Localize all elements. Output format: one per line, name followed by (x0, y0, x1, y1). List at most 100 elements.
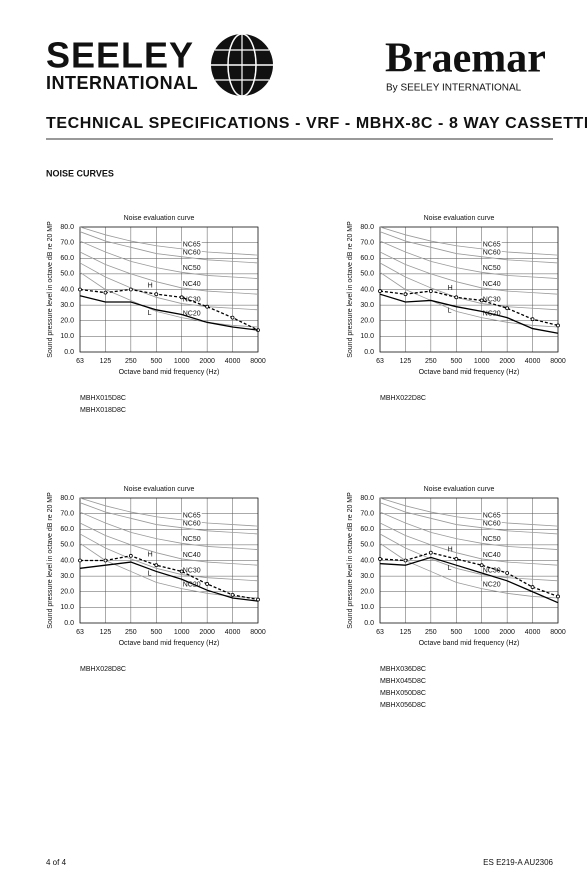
nc-label: NC40 (483, 552, 501, 559)
x-tick-label: 4000 (525, 629, 541, 636)
series-label: L (448, 307, 452, 314)
nc-label: NC50 (483, 536, 501, 543)
footer-page: 4 of 4 (46, 858, 67, 867)
x-tick-label: 63 (76, 629, 84, 636)
point (479, 298, 484, 303)
nc-label: NC65 (183, 513, 201, 520)
point (556, 594, 560, 599)
x-tick-label: 250 (425, 629, 437, 636)
y-tick-label: 30.0 (360, 573, 374, 580)
x-tick-label: 1000 (174, 629, 190, 636)
logo-seeley: SEELEY (46, 35, 194, 76)
point (179, 569, 184, 574)
nc-curve (79, 271, 259, 328)
nc-label-bg (181, 296, 202, 304)
nc-label: NC50 (183, 265, 201, 272)
point (428, 550, 433, 555)
nc-curve (379, 262, 559, 311)
nc-curve (379, 271, 559, 328)
model-name: MBHX050D8C (380, 690, 426, 697)
nc-label-bg (481, 520, 502, 528)
y-tick-label: 10.0 (360, 333, 374, 340)
series-label: H (148, 283, 153, 290)
series-label: L (148, 571, 152, 578)
nc-label: NC50 (483, 265, 501, 272)
brand-by: By SEELEY INTERNATIONAL (386, 83, 522, 94)
nc-label-bg (481, 535, 502, 543)
nc-label: NC65 (183, 242, 201, 249)
nc-label-bg (481, 264, 502, 272)
point (505, 571, 510, 575)
nc-label-bg (181, 551, 202, 559)
nc-label-bg (181, 520, 202, 528)
x-tick-label: 1000 (474, 629, 490, 636)
x-tick-label: 63 (76, 358, 84, 365)
noise-curve (80, 555, 259, 601)
x-tick-label: 63 (376, 629, 384, 636)
model-name: MBHX045D8C (380, 678, 426, 685)
x-tick-label: 500 (450, 629, 462, 636)
series-label: L (148, 310, 152, 317)
chart: Noise evaluation curve 0.0 10.0 20.0 30.0 40.… (347, 215, 566, 402)
y-tick-label: 30.0 (60, 573, 74, 580)
nc-curve (79, 262, 259, 311)
x-tick-label: 500 (150, 358, 162, 365)
x-tick-label: 1000 (474, 358, 490, 365)
globe-icon (211, 33, 273, 97)
point (505, 306, 510, 311)
nc-label-bg (481, 512, 502, 520)
y-tick-label: 30.0 (360, 302, 374, 309)
nc-label: NC60 (183, 521, 201, 528)
noise-curve (79, 288, 259, 331)
x-tick-label: 2000 (499, 629, 515, 636)
nc-label: NC40 (483, 281, 501, 288)
y-tick-label: 80.0 (60, 224, 74, 231)
nc-curve (379, 502, 559, 535)
model-name: MBHX056D8C (380, 702, 426, 709)
y-tick-label: 10.0 (60, 604, 74, 611)
charts: Noise evaluation curve 0.0 10.0 20.0 30.0 40.… (47, 215, 566, 709)
nc-label-bg (481, 280, 502, 288)
chart-title: Noise evaluation curve (124, 486, 195, 493)
nc-label-bg (181, 264, 202, 272)
x-tick-label: 500 (150, 629, 162, 636)
series-label: H (148, 551, 153, 558)
x-tick-label: 8000 (250, 629, 266, 636)
x-tick-label: 8000 (550, 358, 566, 365)
y-tick-label: 20.0 (60, 318, 74, 325)
nc-curve (379, 497, 559, 527)
x-tick-label: 4000 (225, 629, 241, 636)
y-tick-label: 20.0 (360, 589, 374, 596)
nc-label: NC30 (183, 567, 201, 574)
y-tick-label: 40.0 (60, 286, 74, 293)
point (230, 592, 235, 597)
point (154, 292, 159, 297)
y-tick-label: 80.0 (360, 224, 374, 231)
y-tick-label: 60.0 (360, 255, 374, 262)
nc-label: NC30 (483, 567, 501, 574)
y-tick-label: 10.0 (60, 333, 74, 340)
x-tick-label: 63 (376, 358, 384, 365)
noise-curve (379, 556, 559, 604)
y-tick-label: 50.0 (360, 271, 374, 278)
series-label: H (448, 547, 453, 554)
point (154, 563, 159, 568)
nc-label-bg (181, 310, 202, 318)
chart: Noise evaluation curve 0.0 10.0 20.0 30.0 40.… (347, 486, 566, 709)
nc-label-bg (181, 241, 202, 249)
x-tick-label: 125 (100, 358, 112, 365)
x-tick-label: 8000 (550, 629, 566, 636)
point (556, 323, 560, 328)
chart: Noise evaluation curve 0.0 10.0 20.0 30.0 40.… (47, 486, 266, 673)
point (179, 295, 184, 300)
y-tick-label: 10.0 (360, 604, 374, 611)
x-tick-label: 125 (100, 629, 112, 636)
y-tick-label: 60.0 (60, 526, 74, 533)
point (78, 558, 82, 563)
x-axis-label: Octave band mid frequency (Hz) (119, 640, 220, 647)
series-label: H (448, 285, 453, 292)
nc-label: NC40 (183, 552, 201, 559)
nc-label-bg (181, 280, 202, 288)
